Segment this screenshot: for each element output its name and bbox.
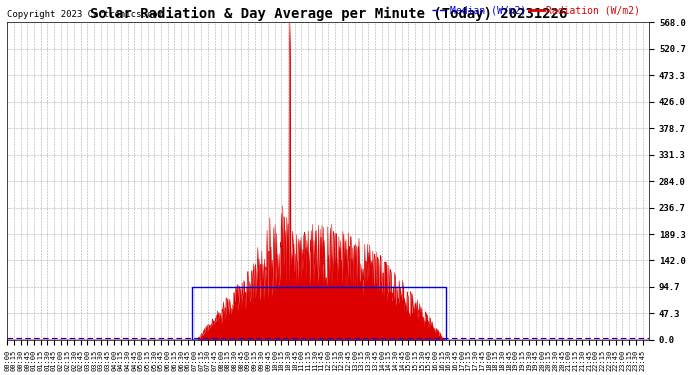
Title: Solar Radiation & Day Average per Minute (Today) 20231226: Solar Radiation & Day Average per Minute… (90, 7, 567, 21)
Bar (193, 287, 446, 340)
Legend: Median (W/m2), Radiation (W/m2): Median (W/m2), Radiation (W/m2) (428, 2, 644, 20)
Text: Copyright 2023 Cartronics.com: Copyright 2023 Cartronics.com (7, 10, 163, 19)
